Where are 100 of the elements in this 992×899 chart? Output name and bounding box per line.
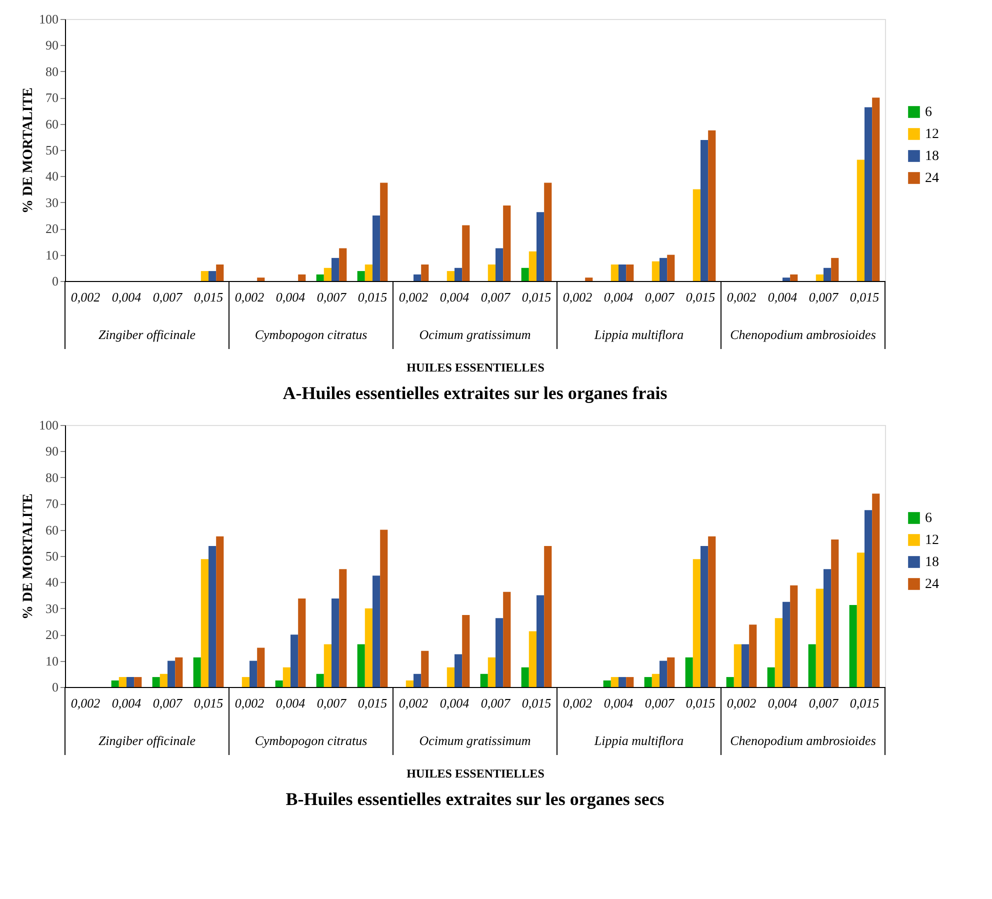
bar [414, 274, 422, 281]
bar [626, 677, 634, 687]
y-tick-label: 0 [52, 274, 58, 288]
bar [488, 264, 496, 281]
bar [742, 644, 750, 687]
bar [332, 258, 340, 281]
bar [372, 216, 380, 281]
bar [421, 650, 429, 687]
bar [111, 680, 119, 687]
text: Ocimum gratissimum [419, 327, 531, 342]
bar [521, 667, 529, 687]
bar [208, 546, 216, 687]
y-tick-label: 10 [46, 653, 58, 668]
y-tick-label: 50 [46, 142, 58, 158]
x-tick-label: 0,015 [358, 696, 388, 710]
y-tick-label: 60 [46, 116, 58, 132]
x-tick-label: 0,004 [440, 290, 470, 304]
y-tick-label: 10 [46, 247, 58, 262]
x-tick-label: 0,004 [276, 696, 306, 710]
x-tick-label: 0,007 [808, 696, 839, 710]
y-tick-label: 30 [46, 600, 58, 616]
text: Zingiber officinale [98, 733, 196, 748]
bar [275, 680, 283, 687]
bar [462, 225, 470, 281]
legend-label: 12 [925, 533, 939, 548]
legend-label: 24 [925, 171, 939, 186]
bar [610, 264, 618, 281]
bar [734, 644, 742, 687]
bar [831, 539, 839, 687]
bar [610, 677, 618, 687]
x-tick-label: 0,007 [316, 696, 347, 710]
y-tick-label: 90 [46, 38, 58, 53]
bar [454, 268, 462, 281]
bar [700, 546, 708, 687]
bar [357, 271, 365, 281]
bar [767, 667, 775, 687]
y-tick-label: 90 [46, 444, 58, 459]
bar [496, 248, 504, 281]
bar [536, 212, 544, 281]
bar [652, 261, 660, 281]
bar [864, 107, 872, 281]
bar [257, 648, 265, 687]
bar [692, 189, 700, 281]
x-tick-label: 0,002 [726, 290, 757, 304]
bar [856, 160, 864, 281]
x-tick-label: 0,004 [768, 290, 798, 304]
bar [380, 182, 388, 281]
bar [667, 254, 675, 281]
bar [528, 631, 536, 687]
bar [462, 614, 470, 687]
bar [200, 559, 208, 687]
x-tick-label: 0,004 [276, 290, 306, 304]
x-tick-label: 0,007 [152, 290, 183, 304]
bar [168, 660, 176, 687]
bar [324, 268, 332, 281]
text: Zingiber officinale [98, 327, 196, 342]
x-tick-label: 0,004 [604, 290, 634, 304]
bar [660, 660, 668, 687]
bar [316, 274, 324, 281]
bar [824, 569, 832, 687]
bar [685, 657, 693, 687]
bar [126, 677, 134, 687]
x-tick-label: 0,002 [398, 696, 429, 710]
bar [626, 264, 634, 281]
bar [521, 268, 529, 281]
bar [708, 536, 716, 687]
bar [824, 268, 832, 281]
bar [652, 674, 660, 687]
bar [364, 608, 372, 687]
bar [496, 618, 504, 687]
x-tick-label: 0,002 [70, 290, 101, 304]
bar [692, 559, 700, 687]
bar [446, 667, 454, 687]
bar [488, 657, 496, 687]
bar [700, 140, 708, 281]
bar [364, 264, 372, 281]
bar [726, 677, 734, 687]
x-tick-label: 0,015 [522, 696, 552, 710]
x-tick-label: 0,015 [686, 696, 716, 710]
bar [790, 274, 798, 281]
bar [454, 654, 462, 687]
bar [339, 569, 347, 687]
x-tick-label: 0,015 [850, 290, 880, 304]
x-tick-label: 0,015 [850, 696, 880, 710]
bar [816, 274, 824, 281]
bar [536, 595, 544, 687]
bar [708, 130, 716, 281]
y-tick-label: 80 [46, 64, 58, 79]
bar [216, 264, 224, 281]
bar [242, 677, 250, 687]
bar [782, 278, 790, 281]
x-tick-label: 0,002 [726, 696, 757, 710]
bar [421, 264, 429, 281]
x-tick-label: 0,007 [480, 696, 511, 710]
bar [872, 494, 880, 687]
text: A-Huiles essentielles extraites sur les organes frais [282, 383, 668, 403]
text: Cymbopogon citratus [254, 733, 368, 748]
bar [831, 258, 839, 281]
y-tick-label: 60 [46, 522, 58, 538]
y-tick-label: 100 [39, 418, 58, 432]
